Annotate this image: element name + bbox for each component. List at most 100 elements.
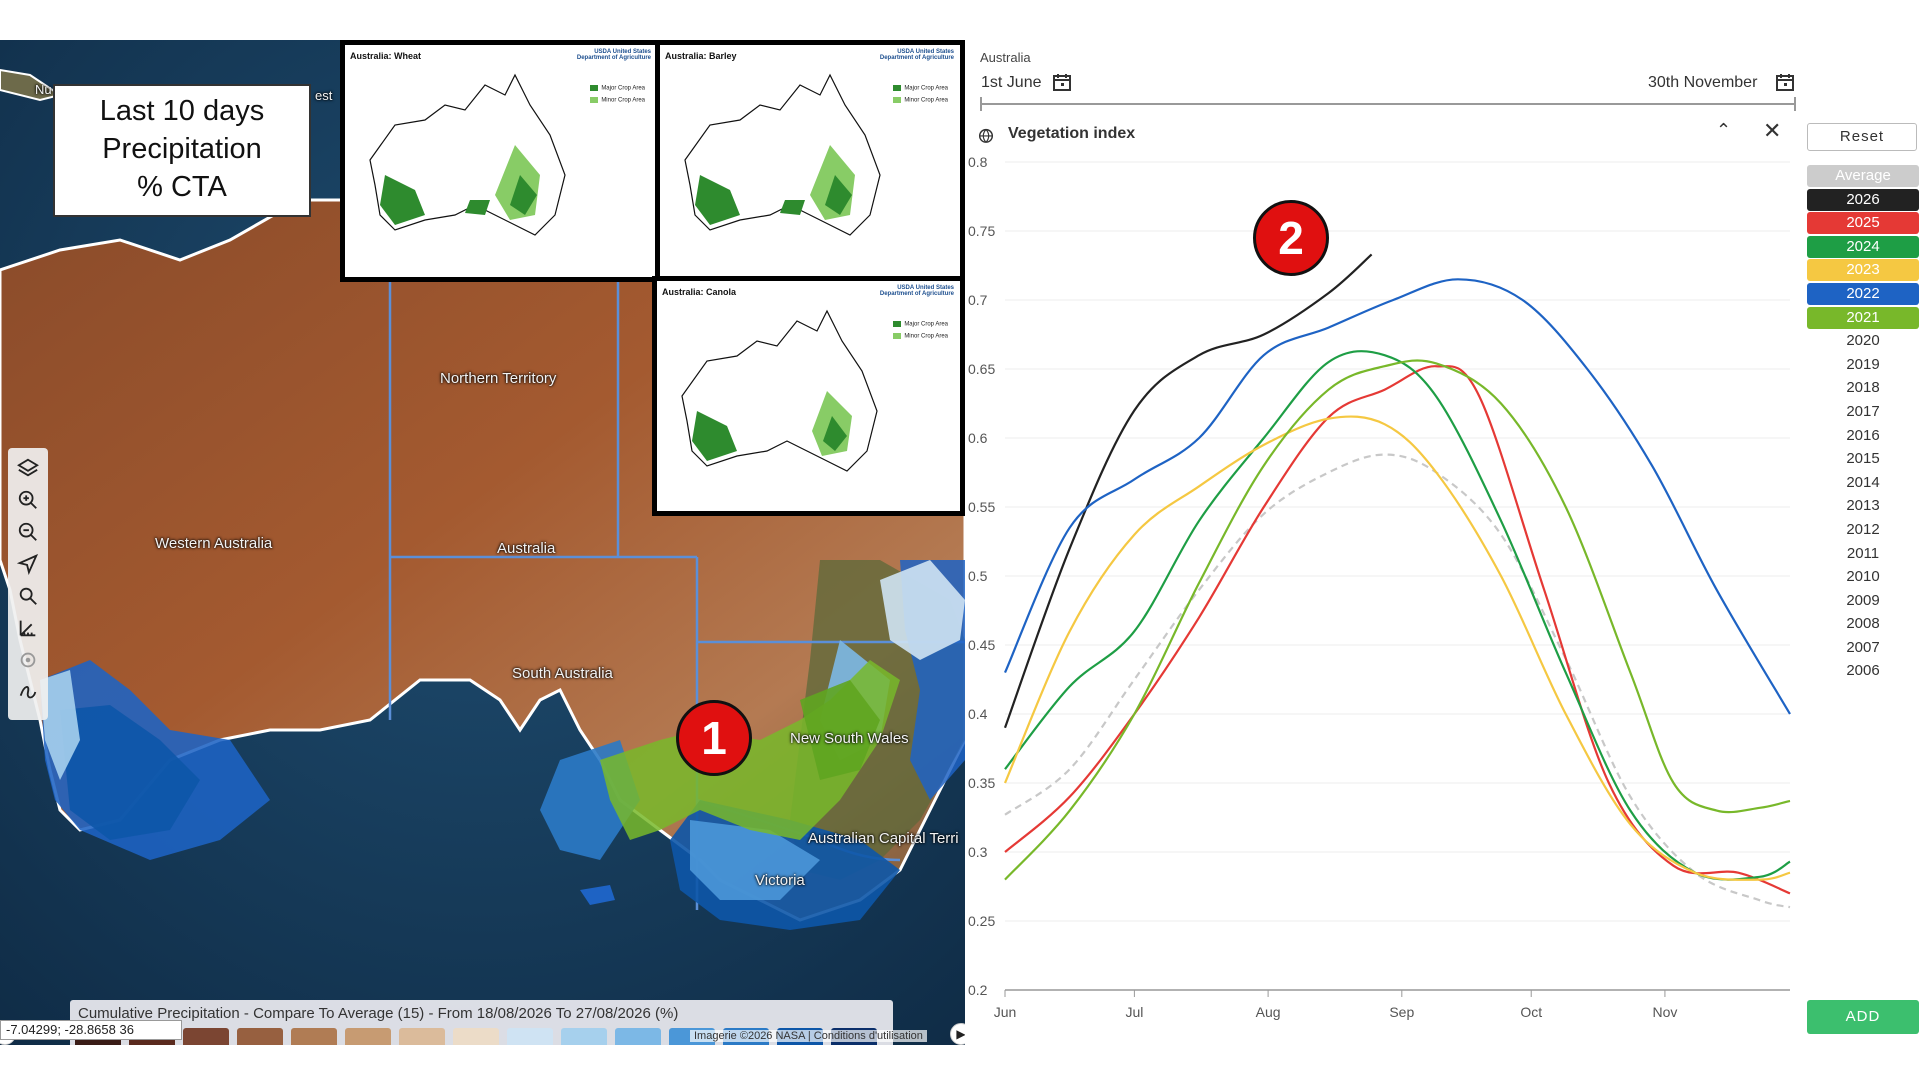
y-tick-label: 0.65 (968, 361, 995, 377)
calendar-icon[interactable] (1775, 72, 1795, 92)
close-icon[interactable]: ✕ (1763, 118, 1782, 143)
legend-swatch (507, 1028, 553, 1045)
locate-icon[interactable] (12, 644, 44, 676)
year-toggle-2024[interactable]: 2024 (1807, 235, 1919, 258)
x-tick-label: Jul (1125, 1004, 1143, 1020)
draw-icon[interactable] (12, 676, 44, 708)
year-toggle-2011[interactable]: 2011 (1846, 544, 1880, 562)
annotation-badge-2: 2 (1253, 200, 1329, 276)
label-northern-territory: Northern Territory (440, 370, 557, 387)
vegetation-index-chart: 0.2 0.25 0.3 0.35 0.4 0.45 0.5 0.55 0.6 0.65 0.7 0.… (968, 154, 1791, 1020)
legend-major-crop: Major Crop Area (893, 321, 948, 328)
search-icon[interactable] (12, 580, 44, 612)
label-new-south-wales: New South Wales (790, 730, 909, 747)
usda-logo: USDA United States Department of Agricul… (576, 49, 651, 61)
start-date[interactable]: 1st June (981, 74, 1042, 91)
crop-map-canola: Australia: Canola USDA United States Dep… (652, 276, 965, 516)
label-south-australia: South Australia (512, 665, 613, 682)
date-range-slider[interactable] (980, 103, 1796, 105)
crop-map-barley: Australia: Barley USDA United States Dep… (655, 40, 965, 282)
label-nu: Nu (35, 82, 52, 97)
calendar-icon[interactable] (1052, 72, 1072, 92)
map-attribution: Imagerie ©2026 NASA | Conditions d'utili… (690, 1030, 927, 1042)
y-tick-label: 0.3 (968, 844, 988, 860)
series-line-2024 (1004, 350, 1791, 881)
year-toggle-2020[interactable]: 2020 (1846, 332, 1880, 350)
map-title-box: Last 10 days Precipitation % CTA (53, 84, 311, 217)
legend-minor-crop: Minor Crop Area (893, 97, 948, 104)
year-toggle-2014[interactable]: 2014 (1846, 473, 1880, 491)
usda-logo: USDA United States Department of Agricul… (879, 285, 954, 297)
legend-swatch (291, 1028, 337, 1045)
year-toggle-2017[interactable]: 2017 (1846, 402, 1880, 420)
legend-major-crop: Major Crop Area (590, 85, 645, 92)
x-tick-label: Aug (1256, 1004, 1281, 1020)
year-toggle-2009[interactable]: 2009 (1846, 591, 1880, 609)
chevron-right-icon[interactable]: ▶ (950, 1023, 965, 1045)
y-tick-label: 0.35 (968, 775, 995, 791)
year-toggle-2010[interactable]: 2010 (1846, 568, 1880, 586)
legend-swatch (183, 1028, 229, 1045)
zoom-out-icon[interactable] (12, 516, 44, 548)
zoom-in-icon[interactable] (12, 484, 44, 516)
year-toggle-2015[interactable]: 2015 (1846, 450, 1880, 468)
year-toggle-2019[interactable]: 2019 (1846, 355, 1880, 373)
legend-minor-crop: Minor Crop Area (893, 333, 948, 340)
legend-swatch (615, 1028, 661, 1045)
y-tick-label: 0.6 (968, 430, 988, 446)
legend-minor-crop: Minor Crop Area (590, 97, 645, 104)
year-toggle-2008[interactable]: 2008 (1846, 615, 1880, 633)
label-act: Australian Capital Terri (808, 830, 959, 847)
x-tick-label: Oct (1520, 1004, 1542, 1020)
map-panel[interactable]: Northern Territory Western Australia Aus… (0, 40, 965, 1045)
navigate-icon[interactable] (12, 548, 44, 580)
year-toggle-2023[interactable]: 2023 (1807, 259, 1919, 282)
y-tick-label: 0.8 (968, 154, 988, 170)
year-toggle-2007[interactable]: 2007 (1846, 638, 1880, 656)
add-button[interactable]: ADD (1807, 1000, 1919, 1034)
year-toggle-2026[interactable]: 2026 (1807, 188, 1919, 211)
series-line-2025 (1004, 365, 1791, 895)
map-title-line-3: % CTA (137, 171, 227, 203)
year-toggle-2021[interactable]: 2021 (1807, 306, 1919, 329)
series-line-2026 (1003, 253, 1373, 729)
year-toggle-2012[interactable]: 2012 (1846, 520, 1880, 538)
usda-logo: USDA United States Department of Agricul… (879, 49, 954, 61)
chevron-up-icon[interactable]: ⌃ (1716, 120, 1732, 140)
legend-swatch (453, 1028, 499, 1045)
australia-outline-icon (369, 73, 566, 236)
year-toggle-2006[interactable]: 2006 (1846, 662, 1880, 680)
legend-swatch (237, 1028, 283, 1045)
end-date[interactable]: 30th November (1648, 74, 1758, 91)
y-tick-label: 0.45 (968, 637, 995, 653)
range-end-handle[interactable] (1794, 97, 1796, 111)
map-title-line-1: Last 10 days (99, 95, 265, 127)
reset-button[interactable]: Reset (1807, 123, 1917, 151)
label-australia: Australia (497, 540, 556, 557)
series-line-2021 (1004, 359, 1791, 881)
year-toggle-2013[interactable]: 2013 (1846, 497, 1880, 515)
range-start-handle[interactable] (980, 97, 982, 111)
year-toggle-2018[interactable]: 2018 (1846, 379, 1880, 397)
layers-icon[interactable] (12, 452, 44, 484)
map-toolbar (8, 448, 48, 720)
year-toggle-2025[interactable]: 2025 (1807, 212, 1919, 235)
crop-map-wheat: Australia: Wheat USDA United States Depa… (340, 40, 662, 282)
year-toggle-2022[interactable]: 2022 (1807, 282, 1919, 305)
measure-icon[interactable] (12, 612, 44, 644)
year-toggle-average[interactable]: Average (1807, 165, 1919, 187)
series-line-2022 (1003, 278, 1791, 715)
crop-map-title: Australia: Canola (662, 287, 737, 297)
year-list: Average 2026 2025 2024 2023 2022 2021 2020 2019 2… (1807, 165, 1919, 684)
series-line-2023 (1003, 415, 1791, 881)
annotation-badge-1: 1 (676, 700, 752, 776)
legend-swatch (561, 1028, 607, 1045)
globe-icon (978, 128, 994, 143)
australia-outline-icon (681, 309, 878, 472)
y-tick-label: 0.2 (968, 982, 988, 998)
y-tick-label: 0.5 (968, 568, 988, 584)
y-tick-label: 0.7 (968, 292, 988, 308)
year-toggle-2016[interactable]: 2016 (1846, 426, 1880, 444)
legend-major-crop: Major Crop Area (893, 85, 948, 92)
y-tick-label: 0.4 (968, 706, 988, 722)
